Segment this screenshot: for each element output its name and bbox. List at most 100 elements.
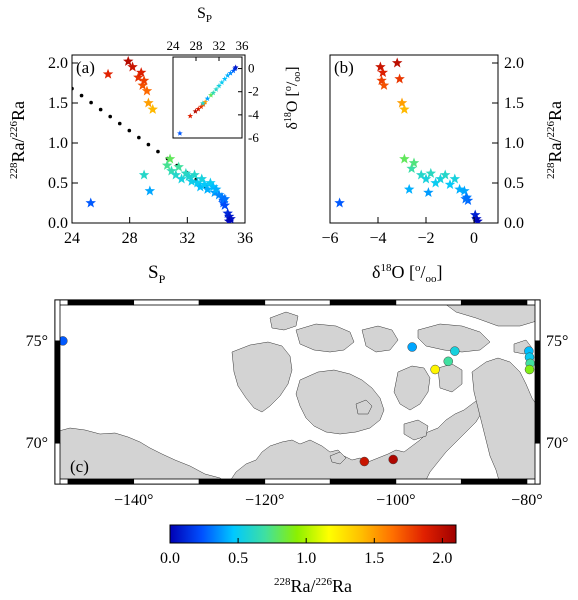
panel-b-point [454, 183, 465, 194]
panel-b-point [415, 169, 427, 180]
map-station [450, 346, 460, 356]
panel-b-point [394, 73, 405, 84]
colorbar-tick-label: 2.0 [432, 550, 452, 567]
panel-a-ytick-label: 1.0 [48, 135, 68, 152]
mixing-line-dot [98, 107, 103, 112]
panel-b-point [460, 193, 471, 204]
land-banks-island [231, 341, 293, 413]
mixing-line-dot [117, 121, 122, 126]
inset-point [177, 130, 183, 136]
panel-b-point [376, 75, 387, 86]
inset-yticks: 0 -2 -4 -6 [238, 61, 259, 145]
land-mainland [227, 397, 487, 484]
panel-a-point [137, 79, 148, 90]
panel-b: −6 −4 −2 0 0.00.51.01.52.0 (b) δ18O [o/oo] … [321, 54, 565, 285]
panel-a-points [85, 55, 236, 223]
inset-point [198, 103, 205, 110]
map-xtick-label: −80° [511, 492, 542, 509]
panel-b-ytick-label: 1.0 [504, 135, 524, 152]
panel-b-ytick-label: 0.5 [504, 175, 524, 192]
land-melville-island [295, 323, 355, 353]
inset-point [204, 95, 211, 102]
inset-point [195, 106, 202, 112]
panel-b-xtick-label: 0 [470, 230, 478, 247]
mixing-line-dot [108, 114, 113, 119]
panel-b-point [425, 167, 437, 178]
panel-b-point [449, 173, 461, 184]
map-ytick-label-right: 75° [546, 333, 568, 350]
panel-b-point [469, 209, 481, 220]
panel-b-ytick-label: 2.0 [504, 55, 524, 72]
panel-a-ytick-label: 2.0 [48, 55, 68, 72]
colorbar-ticks: 0.0 0.5 1.0 1.5 2.0 [160, 538, 452, 567]
panel-b-xtick-label: −2 [417, 230, 434, 247]
panel-b-point [471, 213, 482, 223]
panel-a-point [208, 181, 219, 192]
panel-a-point [202, 183, 213, 194]
colorbar-label: 228Ra/226Ra [274, 576, 352, 596]
panel-a-point [219, 193, 231, 204]
map-station [407, 342, 417, 352]
panel-a-ytick-label: 0.5 [48, 175, 68, 192]
inset-xlabel: SP [197, 5, 212, 25]
map-xticks: −140° −120° −100° −80° [114, 492, 543, 509]
inset-points [177, 64, 239, 136]
inset-xticks: 24 28 32 36 [167, 38, 249, 61]
colorbar-tick-label: 0.5 [228, 550, 248, 567]
panel-a-point [144, 185, 156, 196]
map-scale-segment [395, 299, 462, 306]
panel-b-point [396, 97, 408, 108]
panel-b-ylabel: 228Ra/226Ra [545, 101, 565, 179]
panel-a-point [192, 177, 203, 188]
map-scale-segment [395, 478, 462, 485]
panel-a-point [205, 177, 216, 188]
land-ellesmere [439, 300, 540, 327]
inset-ytick-label: -6 [248, 130, 259, 145]
panel-b-point [403, 183, 415, 194]
panel-b-point [377, 67, 389, 78]
inset-point [232, 65, 238, 71]
land-baffin-island [471, 357, 540, 484]
map-stations [58, 336, 535, 467]
panel-a-point [173, 161, 184, 172]
map-xtick-label: −120° [245, 492, 284, 509]
panel-b-point [391, 57, 403, 68]
panel-b-point [430, 177, 441, 188]
map-scale-segment [460, 299, 528, 306]
inset-point [187, 113, 194, 119]
panel-a-xtick-label: 28 [122, 230, 138, 247]
panel-b-label: (b) [334, 58, 354, 77]
panel-a-point [138, 169, 150, 180]
inset-ytick-label: -4 [248, 107, 259, 122]
panel-a-point [180, 167, 192, 178]
panel-a-point [213, 189, 225, 200]
map-scale-segment [534, 340, 541, 444]
map-border-scale [54, 299, 541, 485]
map-station [443, 356, 453, 367]
panel-b-points [334, 57, 483, 223]
panel-a-point [138, 75, 150, 86]
panel-a-point [210, 183, 222, 194]
panel-b-xlabel: δ18O [o/oo] [372, 262, 443, 285]
panel-a-xtick-label: 24 [64, 230, 80, 247]
panel-c-label: (c) [70, 457, 89, 476]
inset-point [216, 82, 222, 89]
inset-xtick-label: 24 [167, 38, 181, 53]
panel-b-point [406, 163, 417, 174]
panel-a-point [164, 153, 176, 164]
panel-a: 24 28 32 36 0.0 0.5 1.0 1.5 2.0 (a) SP 228Ra/22… [8, 5, 303, 286]
panel-a-point [216, 191, 228, 202]
inset-xtick-label: 28 [190, 38, 203, 53]
panel-a-xtick-label: 32 [179, 230, 195, 247]
mixing-line-dot [72, 86, 74, 91]
map-xtick-label: −140° [114, 492, 153, 509]
panel-a-point [166, 165, 177, 176]
panel-a-xlabel: SP [148, 262, 166, 286]
panel-b-point [420, 173, 432, 184]
land-prince-patrick [269, 311, 299, 331]
panel-a-point [218, 197, 229, 208]
inset-point [230, 67, 237, 74]
land-prince-of-wales [393, 365, 431, 411]
panel-a-point [186, 175, 197, 186]
colorbar-tick-label: 1.0 [296, 550, 316, 567]
